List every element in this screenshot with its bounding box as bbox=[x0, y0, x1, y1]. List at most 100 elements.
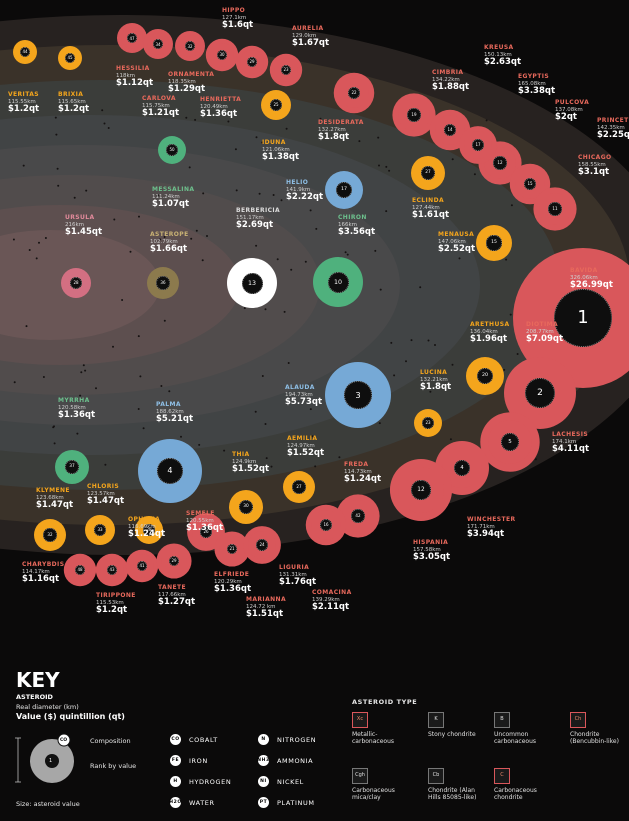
asteroid-diameter: 115.65km bbox=[58, 98, 86, 105]
asteroid-chicago[interactable]: 11 bbox=[539, 193, 571, 225]
star-dot bbox=[227, 120, 230, 123]
asteroid-charybdis[interactable]: 48 bbox=[68, 558, 92, 582]
asteroid-menausa[interactable]: 15 bbox=[476, 225, 512, 261]
rank-badge: 37 bbox=[64, 459, 80, 475]
asteroid-name: FREDA bbox=[344, 461, 369, 468]
element-badge: H bbox=[170, 776, 181, 787]
asteroid-hessilia[interactable]: 47 bbox=[121, 27, 143, 49]
asteroid-label-tanete: TANETE 117.66km $1.27qt bbox=[158, 584, 195, 607]
asteroid-value: $1.2qt bbox=[8, 103, 40, 114]
asteroid-iduna[interactable]: 25 bbox=[261, 90, 291, 120]
type-code: Cgh bbox=[352, 768, 368, 784]
element-badge: N bbox=[258, 734, 269, 745]
asteroid-chiron[interactable]: 10 bbox=[313, 257, 363, 307]
asteroid-value: $26.99qt bbox=[570, 279, 613, 290]
star-dot bbox=[390, 341, 393, 344]
star-dot bbox=[544, 177, 547, 180]
rank-badge: 12 bbox=[411, 480, 431, 500]
asteroid-lachesis[interactable]: 5 bbox=[488, 420, 532, 464]
rank-badge: 42 bbox=[351, 509, 365, 523]
asteroid-arethusa[interactable]: 20 bbox=[466, 357, 504, 395]
asteroid-chloris[interactable]: 33 bbox=[85, 515, 115, 545]
asteroid-desiderata[interactable]: 22 bbox=[339, 78, 369, 108]
asteroid-ursula[interactable]: 28 bbox=[61, 268, 91, 298]
type-legend-item: Cgh Carbonaceous mica/clay bbox=[352, 768, 410, 802]
asteroid-name: OPHELIA bbox=[128, 516, 161, 523]
asteroid-name: LUCINA bbox=[420, 369, 448, 376]
asteroid-diameter: 114.17km bbox=[22, 568, 50, 575]
star-dot bbox=[287, 362, 290, 364]
asteroid-lucina[interactable]: 23 bbox=[414, 409, 442, 437]
asteroid-diameter: 139.29km bbox=[312, 596, 340, 603]
asteroid-thia[interactable]: 30 bbox=[229, 490, 263, 524]
asteroid-comacina[interactable]: 16 bbox=[311, 510, 341, 540]
star-dot bbox=[107, 127, 110, 129]
asteroid-name: ASTEROPE bbox=[150, 231, 189, 238]
asteroid-diameter: 326.06km bbox=[570, 274, 598, 281]
asteroid-diameter: 117.66km bbox=[158, 591, 186, 598]
asteroid-helio[interactable]: 17 bbox=[325, 171, 363, 209]
asteroid-ornamenta[interactable]: 32 bbox=[179, 35, 201, 57]
asteroid-messalina[interactable]: 50 bbox=[158, 136, 186, 164]
star-dot bbox=[314, 465, 317, 468]
asteroid-tanete[interactable]: 41 bbox=[130, 554, 154, 578]
asteroid-carlova[interactable]: 34 bbox=[147, 33, 169, 55]
asteroid-diotima[interactable]: 2 bbox=[504, 357, 576, 429]
asteroid-berbericia[interactable]: 13 bbox=[227, 258, 277, 308]
star-dot bbox=[451, 363, 454, 366]
asteroid-brixia[interactable]: 45 bbox=[58, 46, 82, 70]
asteroid-hispania[interactable]: 12 bbox=[398, 467, 444, 513]
asteroid-klymene[interactable]: 32 bbox=[34, 519, 66, 551]
asteroid-aurelia[interactable]: 23 bbox=[274, 58, 298, 82]
asteroid-value: $2.22qt bbox=[286, 191, 324, 202]
asteroid-label-egyptis: EGYPTIS 165.08km $3.38qt bbox=[518, 73, 555, 96]
asteroid-cimbria[interactable]: 19 bbox=[398, 99, 430, 131]
type-legend-item: Xc Metallic-carbonaceous bbox=[352, 712, 410, 746]
asteroid-myrrha[interactable]: 37 bbox=[55, 450, 89, 484]
asteroid-tirippone[interactable]: 43 bbox=[100, 558, 124, 582]
asteroid-value: $1.24qt bbox=[128, 528, 166, 539]
asteroid-veritas[interactable]: 44 bbox=[13, 40, 37, 64]
asteroid-eclinda[interactable]: 27 bbox=[411, 156, 445, 190]
asteroid-diameter: 120.55km bbox=[186, 517, 214, 524]
element-badge: CO bbox=[170, 734, 181, 745]
star-dot bbox=[338, 456, 341, 459]
asteroid-value: $1.12qt bbox=[116, 77, 154, 88]
star-dot bbox=[510, 204, 513, 207]
asteroid-hippo[interactable]: 29 bbox=[240, 50, 264, 74]
asteroid-label-chicago: CHICAGO 158.55km $3.1qt bbox=[578, 154, 612, 177]
asteroid-label-myrrha: MYRRHA 120.58km $1.36qt bbox=[58, 397, 95, 420]
star-dot bbox=[138, 215, 140, 218]
asteroid-label-arethusa: ARETHUSA 136.04km $1.96qt bbox=[470, 321, 510, 344]
asteroid-value: $4.11qt bbox=[552, 443, 590, 454]
asteroid-henrietta[interactable]: 30 bbox=[210, 43, 234, 67]
asteroid-value: $1.8qt bbox=[318, 131, 350, 142]
type-heading: ASTEROID TYPE bbox=[352, 698, 418, 706]
asteroid-marianna[interactable]: 21 bbox=[219, 536, 245, 562]
star-dot bbox=[264, 423, 267, 425]
asteroid-ophelia[interactable]: 28 bbox=[135, 516, 163, 544]
asteroid-elfriede[interactable]: 29 bbox=[161, 548, 187, 574]
asteroid-kreusa[interactable]: 14 bbox=[435, 115, 465, 145]
rank-badge: 27 bbox=[420, 165, 436, 181]
asteroid-semele[interactable]: 26 bbox=[192, 518, 220, 546]
star-dot bbox=[234, 148, 237, 151]
star-dot bbox=[288, 193, 291, 196]
asteroid-winchester[interactable]: 4 bbox=[442, 448, 482, 488]
star-dot bbox=[505, 258, 508, 261]
asteroid-liguria[interactable]: 24 bbox=[248, 531, 276, 559]
asteroid-princetonia[interactable]: 15 bbox=[515, 169, 545, 199]
asteroid-pulcova[interactable]: 17 bbox=[464, 131, 492, 159]
star-dot bbox=[243, 307, 246, 310]
asteroid-asterope[interactable]: 36 bbox=[147, 267, 179, 299]
asteroid-diameter: 147.06km bbox=[438, 238, 466, 245]
asteroid-palma[interactable]: 4 bbox=[138, 439, 202, 503]
asteroid-freda[interactable]: 42 bbox=[342, 500, 374, 532]
asteroid-aemilia[interactable]: 27 bbox=[283, 471, 315, 503]
asteroid-diameter: 129.0km bbox=[292, 32, 317, 39]
star-dot bbox=[159, 238, 161, 241]
asteroid-alauda[interactable]: 3 bbox=[325, 362, 391, 428]
type-legend-item: C Carbonaceous chondrite bbox=[494, 768, 552, 802]
asteroid-value: $1.2qt bbox=[96, 604, 128, 615]
asteroid-value: $1.61qt bbox=[412, 209, 450, 220]
